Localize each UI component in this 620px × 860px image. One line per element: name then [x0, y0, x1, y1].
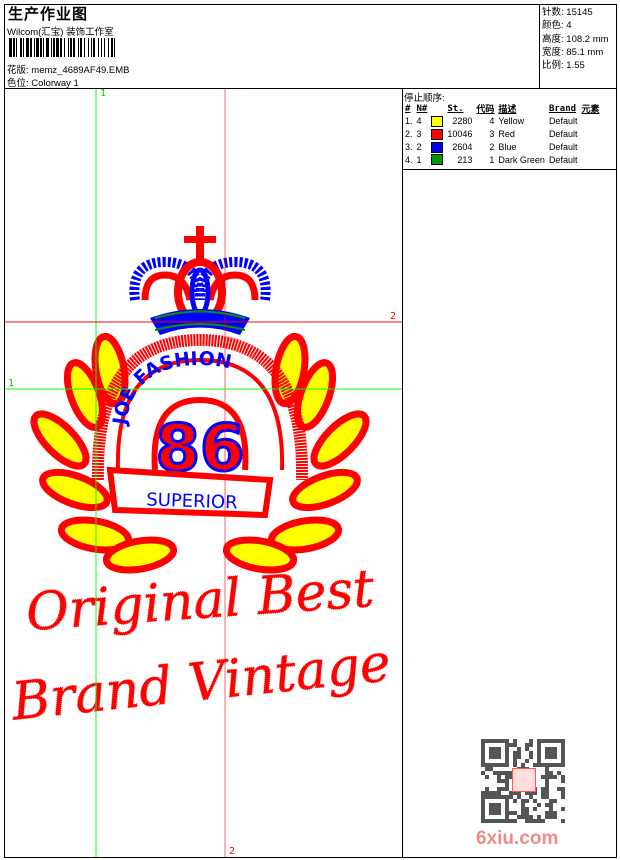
- divider: [402, 88, 403, 858]
- needle-number: 4: [416, 116, 422, 127]
- row-index: 2.: [405, 129, 413, 140]
- guide-label: 2: [390, 311, 397, 322]
- divider: [402, 169, 617, 170]
- color-code: 1: [489, 154, 495, 165]
- laurel-leaf: [289, 468, 361, 512]
- worksheet-frame: [4, 4, 617, 858]
- col-swatch: [429, 102, 445, 115]
- page-title: 生产作业图: [8, 6, 89, 23]
- design-scale: 比例: 1.55: [542, 60, 585, 72]
- stitch-count: 10046: [447, 129, 473, 140]
- guide-label: 1: [8, 378, 15, 389]
- banner-text: SUPERIOR: [146, 489, 238, 513]
- col-description: 描述: [498, 105, 517, 115]
- colorway-value: Colorway 1: [31, 78, 79, 89]
- watermark-site: 6xiu.com: [476, 828, 559, 849]
- color-row: 2. 3 10046 3 Red Default: [403, 128, 601, 141]
- colorway-line: 色位: Colorway 1: [7, 75, 79, 89]
- color-code: 4: [489, 116, 495, 127]
- colorway-label: 色位:: [7, 78, 29, 89]
- design-file-line: 花版: memz_4689AF49.EMB: [7, 62, 130, 76]
- color-row: 4. 1 213 1 Dark Green Default: [403, 153, 601, 166]
- color-count: 颜色: 4: [542, 20, 572, 32]
- divider: [4, 88, 617, 89]
- color-description: Dark Green: [498, 154, 545, 165]
- color-sequence-table: # N# St. 代码 描述 Brand 元素 1. 4 2280 4 Yell…: [403, 102, 601, 166]
- laurel-leaf: [310, 410, 370, 470]
- row-index: 3.: [405, 141, 413, 152]
- laurel-leaf: [102, 536, 178, 574]
- row-index: 1.: [405, 116, 413, 127]
- color-description: Red: [498, 129, 515, 140]
- color-swatch: [429, 115, 445, 128]
- script-line-1: Original Best: [24, 559, 376, 643]
- thread-brand: Default: [548, 141, 578, 152]
- watermark-seal: [512, 768, 536, 792]
- col-brand: Brand: [548, 103, 577, 114]
- laurel-wreath: [30, 332, 370, 574]
- crown-cross: [196, 226, 204, 262]
- color-swatch: [429, 128, 445, 141]
- col-needle: N#: [416, 103, 428, 114]
- thread-brand: Default: [548, 116, 578, 127]
- col-element: 元素: [581, 105, 600, 115]
- col-stitches: St.: [447, 103, 464, 114]
- needle-number: 2: [416, 141, 422, 152]
- thread-brand: Default: [548, 154, 578, 165]
- design-info: 针数: 15145 颜色: 4 高度: 108.2 mm 宽度: 85.1 mm…: [542, 6, 609, 72]
- color-row: 3. 2 2604 2 Blue Default: [403, 141, 601, 154]
- barcode: [9, 38, 203, 57]
- script-line-2: Brand Vintage: [8, 633, 393, 733]
- guide-label: 1: [100, 88, 107, 99]
- qr-code-icon: [481, 739, 565, 823]
- needle-number: 1: [416, 154, 422, 165]
- color-description: Blue: [498, 141, 517, 152]
- color-swatch: [429, 141, 445, 154]
- stop-sequence-title: 停止顺序:: [404, 93, 445, 104]
- stitch-count: 213: [457, 154, 473, 165]
- badge: JOE FASHION 86 SUPERIOR: [91, 333, 309, 519]
- design-height: 高度: 108.2 mm: [542, 33, 609, 45]
- col-index: #: [405, 103, 411, 114]
- guide-label: 2: [229, 846, 236, 857]
- row-index: 4.: [405, 154, 413, 165]
- laurel-leaf: [39, 468, 111, 512]
- color-code: 3: [489, 129, 495, 140]
- stitch-count: 2604: [452, 141, 473, 152]
- laurel-leaf: [30, 410, 90, 470]
- stitch-count: 2280: [452, 116, 473, 127]
- needle-number: 3: [416, 129, 422, 140]
- design-file-name: memz_4689AF49.EMB: [31, 65, 130, 76]
- design-width: 宽度: 85.1 mm: [542, 46, 604, 58]
- color-description: Yellow: [498, 116, 525, 127]
- col-code: 代码: [476, 105, 495, 115]
- color-row: 1. 4 2280 4 Yellow Default: [403, 115, 601, 128]
- color-code: 2: [489, 141, 495, 152]
- design-label: 花版:: [7, 65, 29, 76]
- embroidery-design: JOE FASHION 86 SUPERIOR Original Best Br…: [5, 89, 402, 857]
- stitch-count: 针数: 15145: [542, 7, 593, 18]
- divider: [539, 4, 540, 88]
- color-swatch: [429, 153, 445, 166]
- thread-brand: Default: [548, 129, 578, 140]
- laurel-leaf: [222, 536, 298, 574]
- company-name: Wilcom(汇宝) 装饰工作室: [7, 27, 114, 38]
- crown: [129, 226, 271, 335]
